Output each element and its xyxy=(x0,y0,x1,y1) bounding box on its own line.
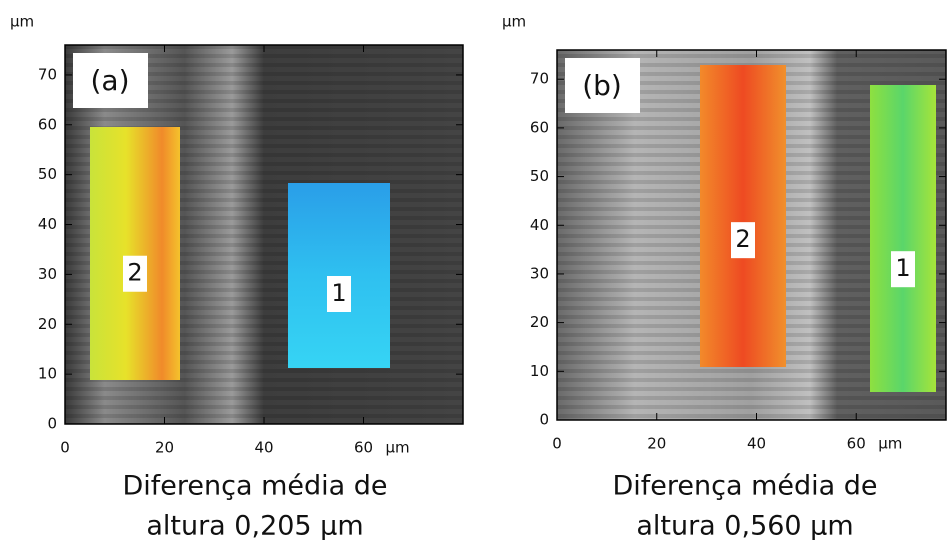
y-tick-label: 20 xyxy=(530,313,549,331)
panel: 2 1 (a) 0 20 40 60 0 10 20 30 40 50 60 70 µm µm Diferença… xyxy=(10,13,464,542)
y-tick-label: 70 xyxy=(530,70,549,88)
y-tick-label: 30 xyxy=(530,264,549,282)
x-unit: µm xyxy=(386,439,410,457)
x-tick-label: 0 xyxy=(60,439,70,457)
measured-region xyxy=(870,85,936,392)
y-tick-label: 10 xyxy=(530,362,549,380)
caption: altura 0,560 µm xyxy=(636,511,853,542)
x-tick-label: 20 xyxy=(647,435,666,453)
region-label: 1 xyxy=(331,279,346,307)
y-tick-label: 70 xyxy=(38,65,57,83)
y-tick-label: 60 xyxy=(530,118,549,136)
y-unit: µm xyxy=(502,13,526,31)
caption: altura 0,205 µm xyxy=(146,511,363,542)
panel-label: (a) xyxy=(90,64,129,97)
caption: Diferença média de xyxy=(122,471,387,502)
y-tick-label: 50 xyxy=(38,165,57,183)
region-label-box xyxy=(731,222,755,259)
y-unit: µm xyxy=(10,13,34,31)
y-tick-label: 50 xyxy=(530,167,549,185)
region-label: 2 xyxy=(127,259,142,287)
y-tick-label: 30 xyxy=(38,265,57,283)
x-tick-label: 60 xyxy=(847,435,866,453)
y-tick-label: 40 xyxy=(530,216,549,234)
panel-label: (b) xyxy=(582,69,622,102)
measured-region xyxy=(90,127,180,380)
panel-label-box xyxy=(565,58,640,113)
y-tick-label: 0 xyxy=(539,411,549,429)
x-tick-label: 60 xyxy=(354,439,373,457)
x-tick-label: 40 xyxy=(747,435,766,453)
caption: Diferença média de xyxy=(612,471,877,502)
x-unit: µm xyxy=(878,435,902,453)
x-tick-label: 20 xyxy=(155,439,174,457)
x-tick-label: 0 xyxy=(552,435,562,453)
y-tick-label: 40 xyxy=(38,215,57,233)
y-tick-label: 20 xyxy=(38,315,57,333)
y-tick-label: 0 xyxy=(47,415,57,433)
x-tick-label: 40 xyxy=(254,439,273,457)
region-label-box xyxy=(123,255,147,292)
measured-region xyxy=(700,65,786,367)
region-label: 2 xyxy=(735,225,750,253)
region-label-box xyxy=(891,251,915,288)
panel: 21(b)0 20 40 60010203040506070µmµmDiferença… xyxy=(502,13,947,542)
region-label: 1 xyxy=(895,254,910,282)
y-tick-label: 60 xyxy=(38,115,57,133)
region-label-box xyxy=(327,276,351,312)
plot-frame xyxy=(556,49,947,421)
panel-label-box xyxy=(73,53,148,108)
measured-region xyxy=(288,183,390,368)
y-tick-label: 10 xyxy=(38,365,57,383)
